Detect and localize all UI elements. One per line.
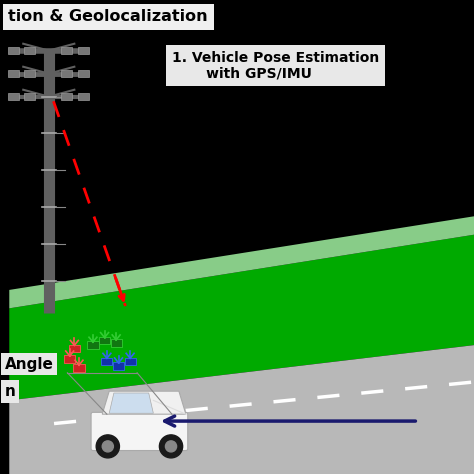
FancyBboxPatch shape [78, 70, 89, 77]
FancyBboxPatch shape [99, 337, 110, 345]
FancyBboxPatch shape [8, 70, 19, 77]
FancyBboxPatch shape [24, 93, 36, 100]
Polygon shape [102, 391, 186, 414]
Polygon shape [9, 345, 474, 474]
Circle shape [165, 441, 177, 452]
FancyBboxPatch shape [125, 357, 136, 365]
Polygon shape [9, 216, 474, 308]
Polygon shape [109, 393, 154, 413]
FancyBboxPatch shape [69, 345, 80, 352]
FancyBboxPatch shape [24, 70, 36, 77]
FancyBboxPatch shape [113, 362, 124, 370]
Text: n: n [5, 384, 16, 399]
Circle shape [102, 441, 113, 452]
FancyBboxPatch shape [78, 93, 89, 100]
FancyBboxPatch shape [110, 339, 122, 346]
FancyBboxPatch shape [64, 356, 75, 363]
FancyBboxPatch shape [8, 93, 19, 100]
FancyBboxPatch shape [61, 70, 73, 77]
FancyBboxPatch shape [91, 412, 188, 450]
FancyBboxPatch shape [24, 47, 36, 54]
Text: 1. Vehicle Pose Estimation
       with GPS/IMU: 1. Vehicle Pose Estimation with GPS/IMU [172, 51, 379, 81]
Circle shape [159, 435, 182, 458]
Text: tion & Geolocalization: tion & Geolocalization [9, 9, 208, 24]
Text: Angle: Angle [5, 356, 54, 372]
FancyBboxPatch shape [101, 357, 112, 365]
FancyBboxPatch shape [87, 341, 99, 349]
FancyBboxPatch shape [78, 47, 89, 54]
FancyBboxPatch shape [61, 93, 73, 100]
Polygon shape [9, 235, 474, 401]
FancyBboxPatch shape [73, 365, 84, 372]
FancyBboxPatch shape [8, 47, 19, 54]
FancyBboxPatch shape [61, 47, 73, 54]
Circle shape [96, 435, 119, 458]
